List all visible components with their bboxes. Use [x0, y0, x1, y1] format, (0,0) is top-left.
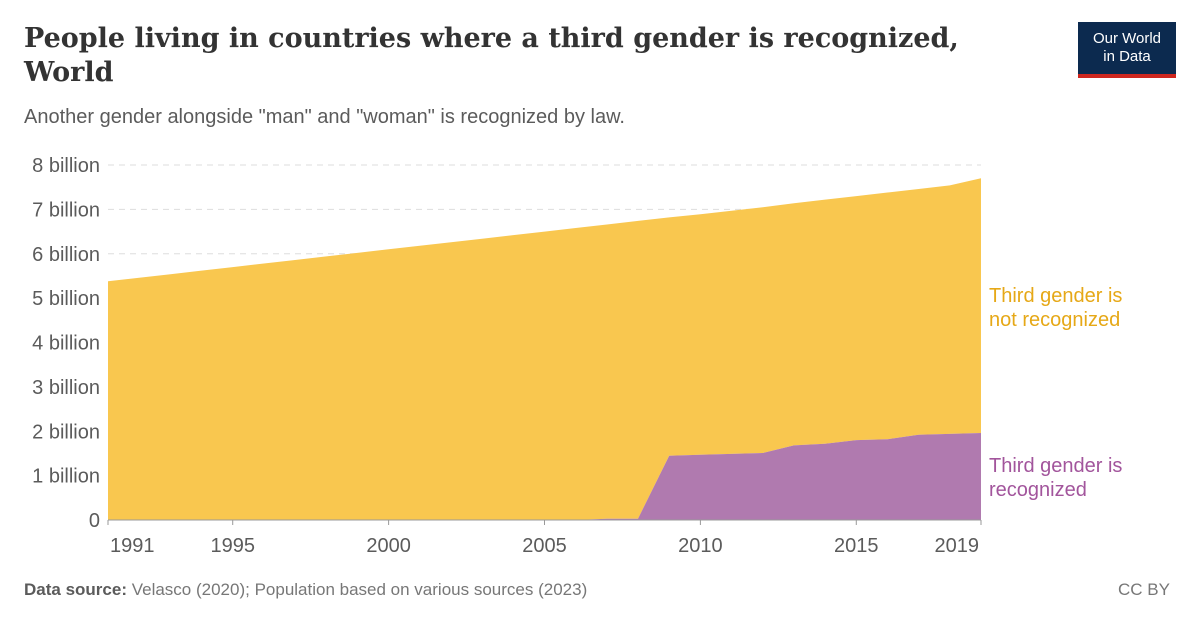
series-label-line: not recognized: [989, 309, 1120, 331]
series-label-not-recognized[interactable]: Third gender is not recognized: [989, 285, 1122, 331]
x-tick-label: 2015: [834, 535, 879, 557]
y-tick-label: 4 billion: [32, 333, 100, 355]
chart-subtitle: Another gender alongside "man" and "woma…: [24, 106, 625, 128]
data-source: Data source: Velasco (2020); Population …: [24, 580, 587, 600]
area-not-recognized[interactable]: [108, 178, 981, 521]
logo-line-2: in Data: [1103, 48, 1151, 65]
license-link[interactable]: CC BY: [1118, 580, 1170, 599]
area-recognized[interactable]: [108, 433, 981, 520]
y-tick-label: 7 billion: [32, 199, 100, 221]
data-source-label: Data source:: [24, 580, 127, 599]
data-source-text: Velasco (2020); Population based on vari…: [131, 580, 588, 599]
series-label-line: recognized: [989, 479, 1087, 501]
logo-line-1: Our World: [1092, 30, 1162, 47]
y-tick-label: 6 billion: [32, 244, 100, 266]
x-tick-label: 2005: [522, 535, 567, 557]
series-label-line: Third gender is: [989, 285, 1122, 307]
y-tick-label: 5 billion: [32, 288, 100, 310]
x-tick-label: 2010: [678, 535, 723, 557]
owid-logo[interactable]: Our World in Data: [1078, 22, 1176, 78]
y-tick-label: 1 billion: [32, 466, 100, 488]
x-tick-label: 1991: [110, 535, 155, 557]
y-tick-label: 8 billion: [32, 155, 100, 177]
x-tick-label: 2000: [366, 535, 411, 557]
series-label-line: Third gender is: [989, 455, 1122, 477]
chart-title: People living in countries where a third…: [24, 23, 959, 88]
x-tick-label: 1995: [210, 535, 255, 557]
y-tick-label: 2 billion: [32, 421, 100, 443]
y-tick-label: 0: [89, 510, 100, 532]
x-tick-label: 2019: [935, 535, 980, 557]
y-tick-label: 3 billion: [32, 377, 100, 399]
series-label-recognized[interactable]: Third gender is recognized: [989, 455, 1122, 501]
